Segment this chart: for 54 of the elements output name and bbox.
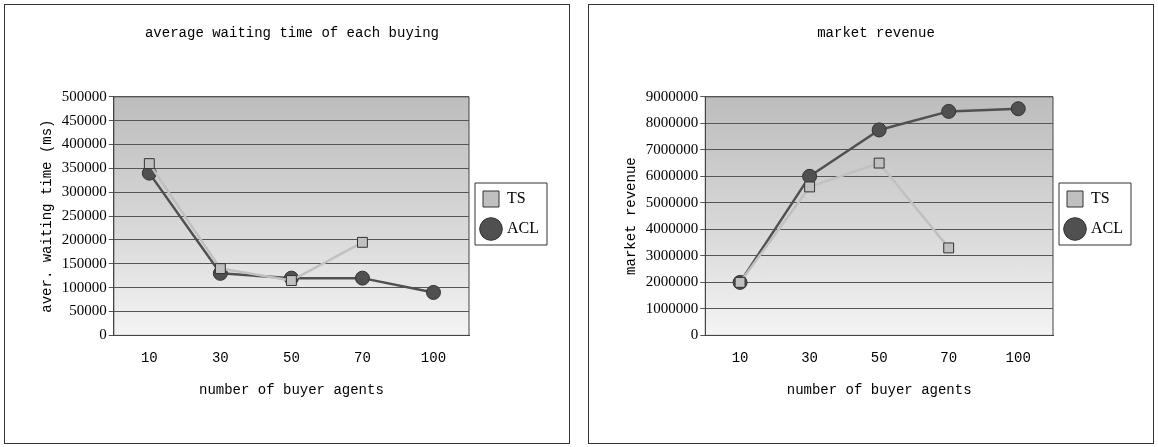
point — [802, 168, 818, 184]
x-tick-label: 70 — [354, 349, 371, 366]
point — [941, 103, 957, 119]
x-tick-label: 30 — [211, 349, 229, 366]
y-tick-label: 50000 — [69, 302, 107, 319]
x-tick-label: 50 — [870, 349, 888, 366]
legend-label: ACL — [1091, 219, 1123, 237]
point — [143, 158, 155, 170]
y-tick-label: 400000 — [61, 135, 107, 152]
x-tick-label: 100 — [420, 349, 447, 366]
x-axis-title: number of buyer agents — [198, 382, 384, 399]
chart-title: market revenue — [817, 25, 935, 42]
y-tick-label: 8000000 — [645, 114, 699, 131]
y-tick-label: 4000000 — [645, 220, 699, 237]
y-tick-label: 450000 — [61, 111, 107, 128]
chart-title: average waiting time of each buying — [144, 25, 440, 42]
y-axis-title: aver. waiting time (ms) — [39, 119, 56, 313]
x-tick-label: 30 — [801, 349, 819, 366]
legend-label: TS — [507, 189, 526, 207]
y-tick-label: 350000 — [61, 159, 107, 176]
x-tick-label: 50 — [282, 349, 300, 366]
y-tick-label: 0 — [99, 326, 107, 343]
point — [943, 242, 955, 254]
y-tick-label: 250000 — [61, 207, 107, 224]
y-axis-title: market revenue — [623, 157, 640, 275]
y-tick-label: 500000 — [61, 87, 107, 104]
y-tick-label: 9000000 — [645, 87, 699, 104]
point — [804, 181, 816, 193]
x-tick-label: 70 — [940, 349, 958, 366]
point — [285, 275, 297, 286]
x-axis-title: number of buyer agents — [786, 382, 972, 399]
x-tick-label: 100 — [1005, 349, 1031, 366]
y-tick-label: 150000 — [61, 254, 107, 271]
point — [1010, 101, 1026, 117]
point — [354, 270, 370, 286]
y-tick-label: 300000 — [61, 183, 107, 200]
point — [871, 122, 887, 138]
y-tick-label: 7000000 — [645, 140, 699, 157]
legend-label: ACL — [507, 219, 539, 237]
x-tick-label: 10 — [731, 349, 749, 366]
legend-label: TS — [1091, 189, 1110, 207]
y-tick-label: 3000000 — [645, 246, 699, 263]
y-tick-label: 0 — [690, 326, 699, 343]
point — [214, 263, 226, 275]
y-tick-label: 100000 — [61, 278, 107, 295]
point — [356, 236, 368, 248]
y-tick-label: 1000000 — [645, 299, 699, 316]
y-tick-label: 200000 — [61, 230, 107, 247]
y-tick-label: 2000000 — [645, 273, 699, 290]
y-tick-label: 6000000 — [645, 167, 699, 184]
y-tick-label: 5000000 — [645, 193, 699, 210]
point — [425, 284, 441, 300]
point — [873, 157, 885, 169]
x-tick-label: 10 — [140, 349, 158, 366]
